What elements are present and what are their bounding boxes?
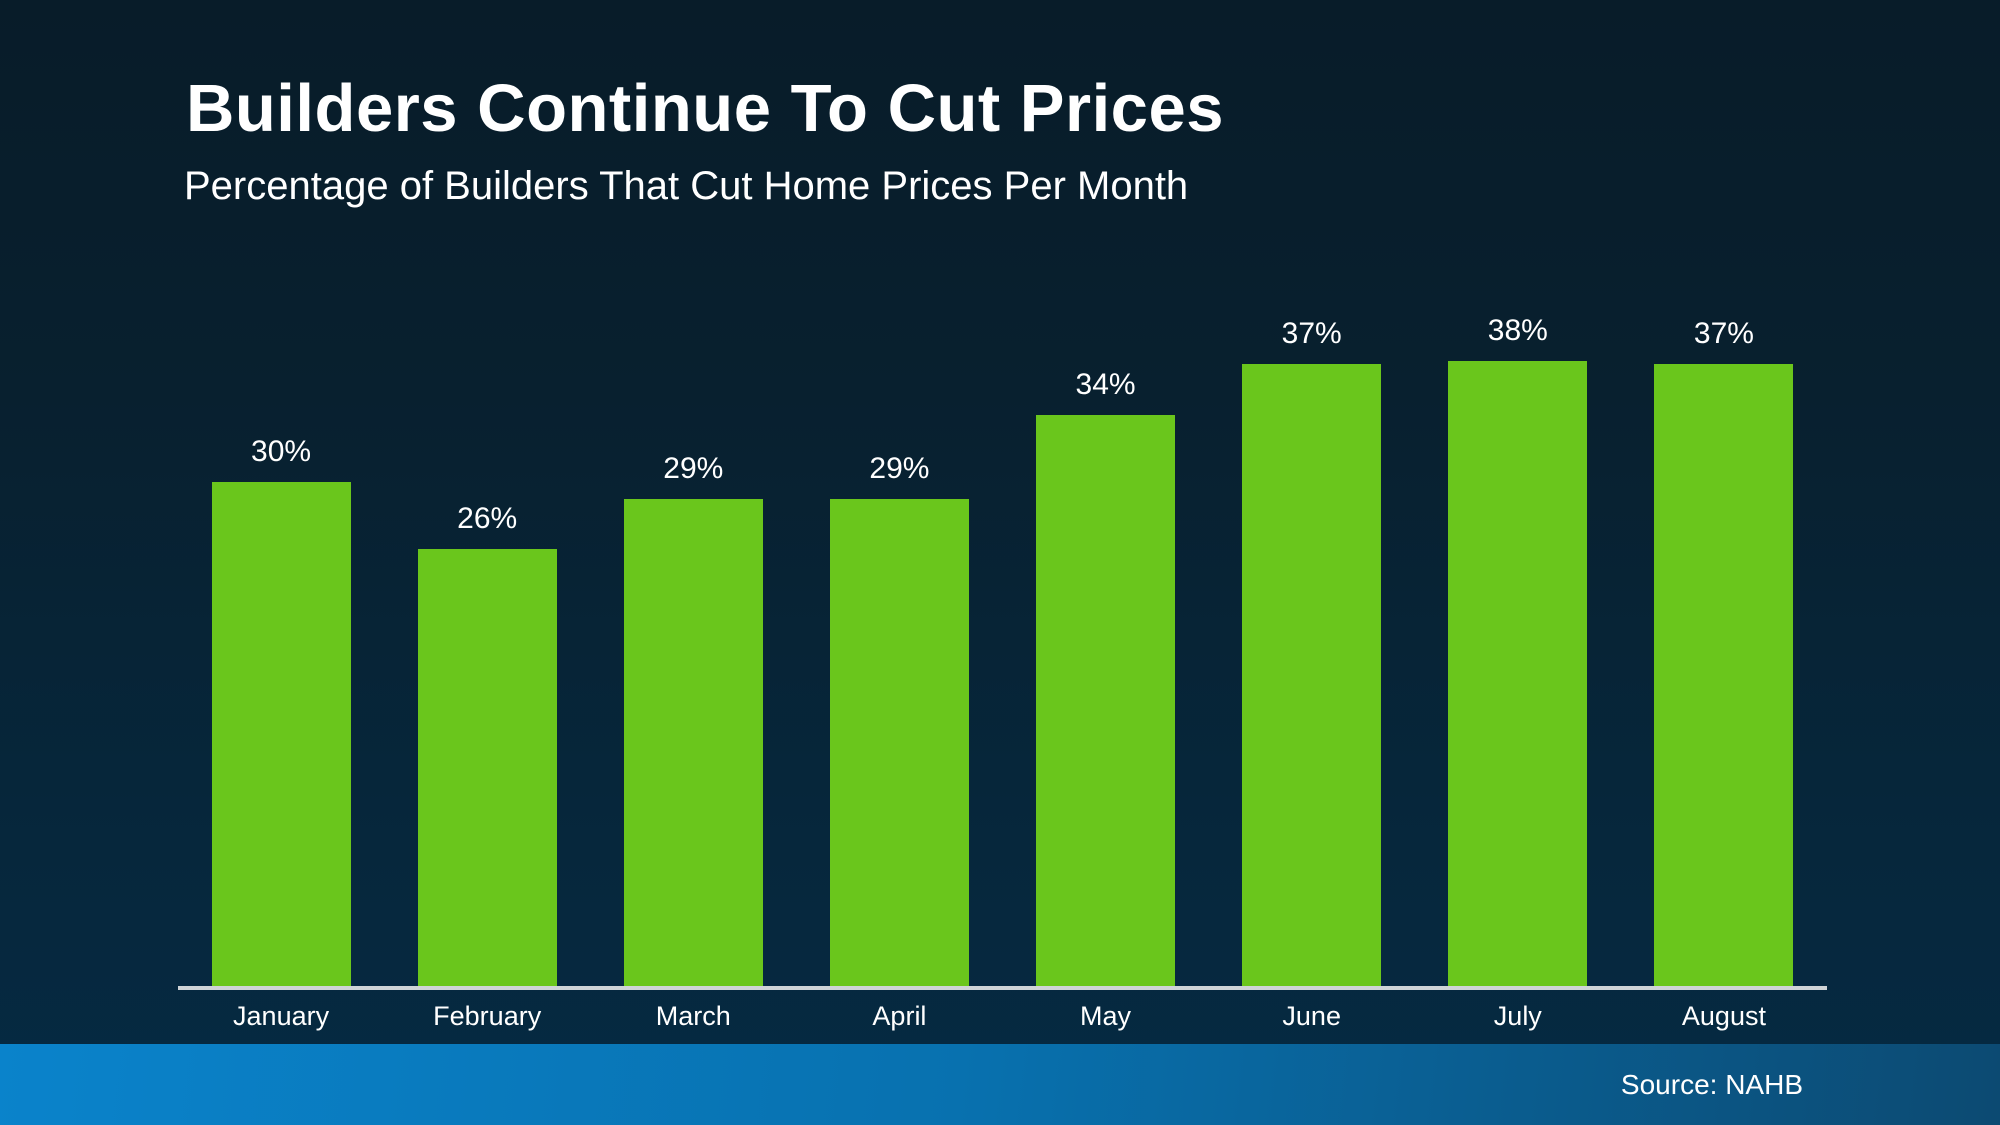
bar: [1448, 361, 1588, 986]
bar-value-label: 38%: [1487, 314, 1548, 347]
bar-column: 29%: [590, 314, 796, 986]
month-label: May: [1080, 1001, 1132, 1031]
bar-value-label: 37%: [1693, 317, 1754, 350]
bar-columns: 30% 26% 29% 29% 34% 37% 38% 37%: [178, 314, 1827, 986]
bar-value-label: 30%: [251, 435, 312, 468]
month-label: April: [872, 1001, 927, 1031]
month-label: January: [233, 1001, 330, 1031]
bar-value-label: 29%: [869, 452, 930, 485]
bar-column: 29%: [796, 314, 1002, 986]
chart-subtitle: Percentage of Builders That Cut Home Pri…: [184, 164, 1189, 208]
bar-value-label: 34%: [1075, 368, 1136, 401]
bar-column: 26%: [384, 314, 590, 986]
bar: [1654, 364, 1794, 986]
bar-column: 34%: [1003, 314, 1209, 986]
bar-value-label: 29%: [663, 452, 724, 485]
month-label: February: [433, 1001, 542, 1031]
bar: [417, 549, 557, 986]
month-label: July: [1493, 1001, 1542, 1031]
bar-column: 30%: [178, 314, 384, 986]
month-labels: January February March April May June July Augu…: [178, 1001, 1827, 1032]
bar: [211, 482, 351, 986]
month-label: March: [655, 1001, 731, 1031]
bar-value-label: 26%: [457, 502, 518, 535]
chart-title: Builders Continue To Cut Prices: [186, 71, 1224, 146]
bar-column: 37%: [1621, 314, 1827, 986]
bar: [1242, 364, 1382, 986]
bar: [829, 499, 969, 986]
x-axis-line: [178, 986, 1827, 990]
bar: [1036, 415, 1176, 986]
bar-value-label: 37%: [1281, 317, 1342, 350]
month-label: August: [1681, 1001, 1766, 1031]
bar-column: 37%: [1209, 314, 1415, 986]
month-label: June: [1282, 1001, 1341, 1031]
footer-bar: Source: NAHB: [0, 1044, 2000, 1125]
bar-column: 38%: [1415, 314, 1621, 986]
source-attribution: Source: NAHB: [1620, 1069, 1803, 1100]
bar: [623, 499, 763, 986]
